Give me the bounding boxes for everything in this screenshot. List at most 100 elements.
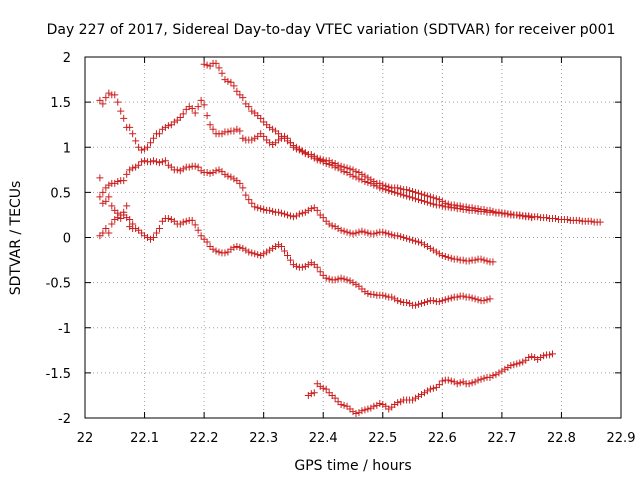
y-axis-label: SDTVAR / TECUs	[8, 181, 24, 296]
data-point	[444, 253, 452, 261]
data-point	[316, 382, 324, 390]
data-point	[158, 158, 166, 166]
data-point	[417, 299, 425, 307]
data-point	[254, 204, 262, 212]
data-point	[248, 107, 256, 115]
data-point	[406, 299, 414, 307]
data-point	[370, 181, 378, 189]
data-point	[289, 141, 297, 149]
data-point	[325, 160, 333, 168]
data-point	[420, 241, 428, 249]
data-point	[367, 404, 375, 412]
data-point	[417, 391, 425, 399]
data-point	[483, 257, 491, 265]
y-tick-label: -2	[58, 412, 71, 427]
data-point	[438, 377, 446, 385]
data-point	[251, 203, 259, 211]
data-point	[221, 249, 229, 257]
data-point	[301, 208, 309, 216]
data-point	[283, 137, 291, 145]
data-point	[379, 185, 387, 193]
data-point	[453, 380, 461, 388]
data-point	[438, 202, 446, 210]
data-point	[471, 378, 479, 386]
data-point	[179, 110, 187, 118]
grid-lines	[85, 57, 621, 418]
data-point	[510, 361, 518, 369]
data-point	[236, 127, 244, 135]
data-point	[349, 172, 357, 180]
data-point	[364, 178, 372, 186]
data-point	[563, 215, 571, 223]
data-point	[465, 380, 473, 388]
data-point	[185, 103, 193, 111]
data-point	[391, 400, 399, 408]
data-point	[275, 136, 283, 144]
data-point	[334, 224, 342, 232]
data-point	[322, 274, 330, 282]
x-tick-label: 22.5	[368, 431, 397, 446]
data-point	[102, 94, 110, 102]
data-point	[236, 243, 244, 251]
data-point	[435, 250, 443, 258]
data-point	[352, 280, 360, 288]
data-point	[161, 123, 169, 131]
data-point	[346, 170, 354, 178]
data-point	[313, 263, 321, 271]
data-point	[269, 207, 277, 215]
data-point	[230, 175, 238, 183]
data-point	[242, 191, 250, 199]
x-tick-label: 22.9	[607, 431, 636, 446]
data-point	[304, 206, 312, 214]
data-point	[406, 235, 414, 243]
x-tick-labels: 22 22.1 22.2 22.3 22.4 22.5 22.6 22.7 22.8 22.9	[77, 431, 636, 446]
data-point	[403, 192, 411, 200]
data-point	[465, 293, 473, 301]
data-point	[340, 275, 348, 283]
data-point	[423, 243, 431, 251]
data-point	[400, 234, 408, 241]
data-point	[415, 189, 423, 197]
data-point	[203, 169, 211, 177]
data-point	[397, 298, 405, 306]
data-point	[212, 59, 220, 67]
data-point	[376, 400, 384, 408]
data-point	[212, 247, 220, 255]
data-point	[266, 246, 274, 254]
data-point	[141, 145, 149, 153]
data-point	[388, 187, 396, 195]
data-point	[200, 101, 208, 109]
data-point	[456, 379, 464, 387]
data-point	[209, 169, 217, 177]
data-point	[218, 130, 226, 138]
data-point	[239, 244, 247, 252]
data-point	[260, 132, 268, 140]
data-point	[507, 362, 515, 370]
data-point	[194, 163, 202, 171]
data-point	[489, 258, 497, 266]
data-point	[281, 247, 289, 255]
data-point	[394, 399, 402, 407]
data-point	[504, 363, 512, 371]
data-point	[188, 216, 196, 224]
data-point	[551, 215, 559, 223]
data-point	[447, 254, 455, 262]
data-point	[129, 164, 137, 172]
data-point	[373, 229, 381, 237]
data-point	[528, 353, 536, 361]
data-point	[403, 186, 411, 194]
data-point	[349, 279, 357, 287]
data-point	[426, 244, 434, 252]
series-satellite-f	[304, 350, 557, 417]
data-point	[343, 276, 351, 284]
y-tick-label: 1	[63, 141, 71, 156]
x-tick-label: 22.1	[130, 431, 159, 446]
data-point	[230, 82, 238, 90]
data-point	[322, 385, 330, 393]
data-point	[492, 371, 500, 379]
data-point	[513, 360, 521, 368]
data-point	[102, 197, 110, 205]
data-point	[182, 217, 190, 225]
data-point	[385, 187, 393, 195]
data-point	[435, 298, 443, 306]
